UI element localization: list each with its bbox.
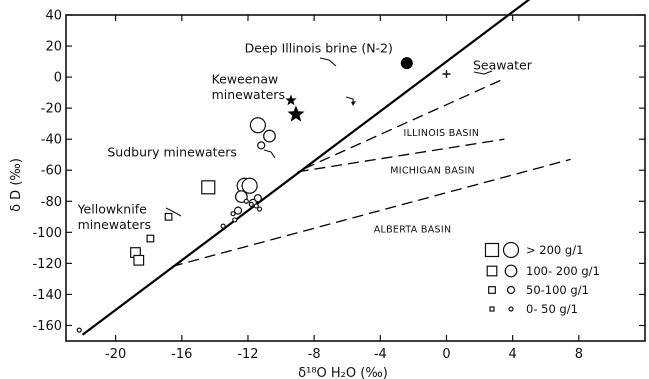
annotation-label: ILLINOIS BASIN xyxy=(403,128,479,139)
annotation-label: minewaters xyxy=(78,217,151,232)
basin-line-0 xyxy=(303,78,505,170)
y-tick-label: -100 xyxy=(32,226,62,241)
open-circle-point xyxy=(230,211,236,217)
open-circle-point xyxy=(263,129,276,143)
lines-layer xyxy=(81,0,571,336)
leader-line-1 xyxy=(473,70,493,75)
annotations-layer: Deep Illinois brine (N-2) Seawater Keweena… xyxy=(77,40,533,235)
annotation-label: Sudbury minewaters xyxy=(107,144,237,159)
legend-label: > 200 g/1 xyxy=(526,243,583,257)
y-tick-label: 40 xyxy=(45,9,62,24)
leader-arrowhead xyxy=(351,101,356,106)
open-square-point xyxy=(201,180,216,195)
open-circle-point xyxy=(253,194,262,203)
open-circle-point xyxy=(256,206,263,212)
filled-circle-point xyxy=(400,57,413,70)
annotation-label: MICHIGAN BASIN xyxy=(390,165,475,176)
open-square-point xyxy=(164,212,173,221)
annotation-label: Seawater xyxy=(473,57,533,72)
annotation-label: minewaters xyxy=(212,87,285,102)
leader-line-2 xyxy=(263,149,276,159)
legend-square xyxy=(489,306,495,312)
legend-square xyxy=(486,265,498,277)
plus-point xyxy=(442,69,451,78)
legend-circle xyxy=(502,241,520,259)
legend-label: 50-100 g/1 xyxy=(526,283,589,297)
annotation-label: Yellowknife xyxy=(77,202,148,217)
leader-line-4 xyxy=(165,207,182,217)
x-axis-title: δ¹⁸O H₂O (‰) xyxy=(298,366,388,379)
x-tick-label: 8 xyxy=(575,347,583,362)
legend: > 200 g/1 100- 200 g/1 50-100 g/1 0- 50 g/1 xyxy=(484,241,600,316)
y-tick-label: 0 xyxy=(54,71,62,86)
y-tick-label: -20 xyxy=(41,102,62,117)
legend-square xyxy=(488,286,496,294)
open-circle-point xyxy=(234,190,248,204)
leader-line-0 xyxy=(319,57,337,67)
legend-circle xyxy=(508,306,514,312)
y-tick-label: 20 xyxy=(45,40,62,55)
y-axis-title: δ D (‰) xyxy=(9,158,24,212)
open-circle-point xyxy=(257,141,266,150)
plot-frame xyxy=(65,14,646,342)
y-tick-label: -80 xyxy=(41,195,62,210)
y-tick-label: -60 xyxy=(41,164,62,179)
legend-square xyxy=(484,242,500,258)
open-circle-point xyxy=(220,223,226,229)
open-square-point xyxy=(133,254,145,266)
y-tick-label: -140 xyxy=(32,288,62,303)
legend-circle xyxy=(504,264,518,278)
open-circle-point xyxy=(76,327,82,333)
x-tick-label: -12 xyxy=(237,347,258,362)
y-tick-label: -160 xyxy=(32,319,62,334)
x-tick-label: -16 xyxy=(171,347,192,362)
points-layer xyxy=(76,57,451,333)
legend-label: 100- 200 g/1 xyxy=(526,264,600,278)
legend-label: 0- 50 g/1 xyxy=(526,302,578,316)
y-tick-label: -40 xyxy=(41,133,62,148)
meteoric-water-line xyxy=(81,0,531,336)
y-tick-label: -120 xyxy=(32,257,62,272)
open-circle-point xyxy=(232,217,238,223)
open-circle-point xyxy=(233,206,243,215)
open-circle-point xyxy=(241,177,258,194)
annotation-label: ALBERTA BASIN xyxy=(374,224,452,235)
x-tick-label: 0 xyxy=(442,347,450,362)
open-circle-point xyxy=(243,198,249,204)
basin-line-2 xyxy=(171,158,571,268)
x-tick-label: -20 xyxy=(105,347,126,362)
star-point xyxy=(287,105,305,122)
open-circle-point xyxy=(248,201,254,207)
x-tick-label: 4 xyxy=(509,347,517,362)
open-circle-point xyxy=(249,117,266,134)
basin-line-1 xyxy=(297,138,505,173)
ticks-layer: -20 -16 -12 -8 -4 0 4 840200-20-40-60-80-100-12… xyxy=(32,9,645,362)
annotation-label: Keweenaw xyxy=(212,71,279,86)
legend-circle xyxy=(506,285,516,295)
x-tick-label: -4 xyxy=(374,347,387,362)
leaders-layer xyxy=(165,57,493,217)
open-circle-point xyxy=(253,203,259,209)
open-square-point xyxy=(146,234,155,243)
star-point xyxy=(285,94,297,106)
x-tick-label: -8 xyxy=(308,347,321,362)
annotation-label: Deep Illinois brine (N-2) xyxy=(245,40,393,55)
